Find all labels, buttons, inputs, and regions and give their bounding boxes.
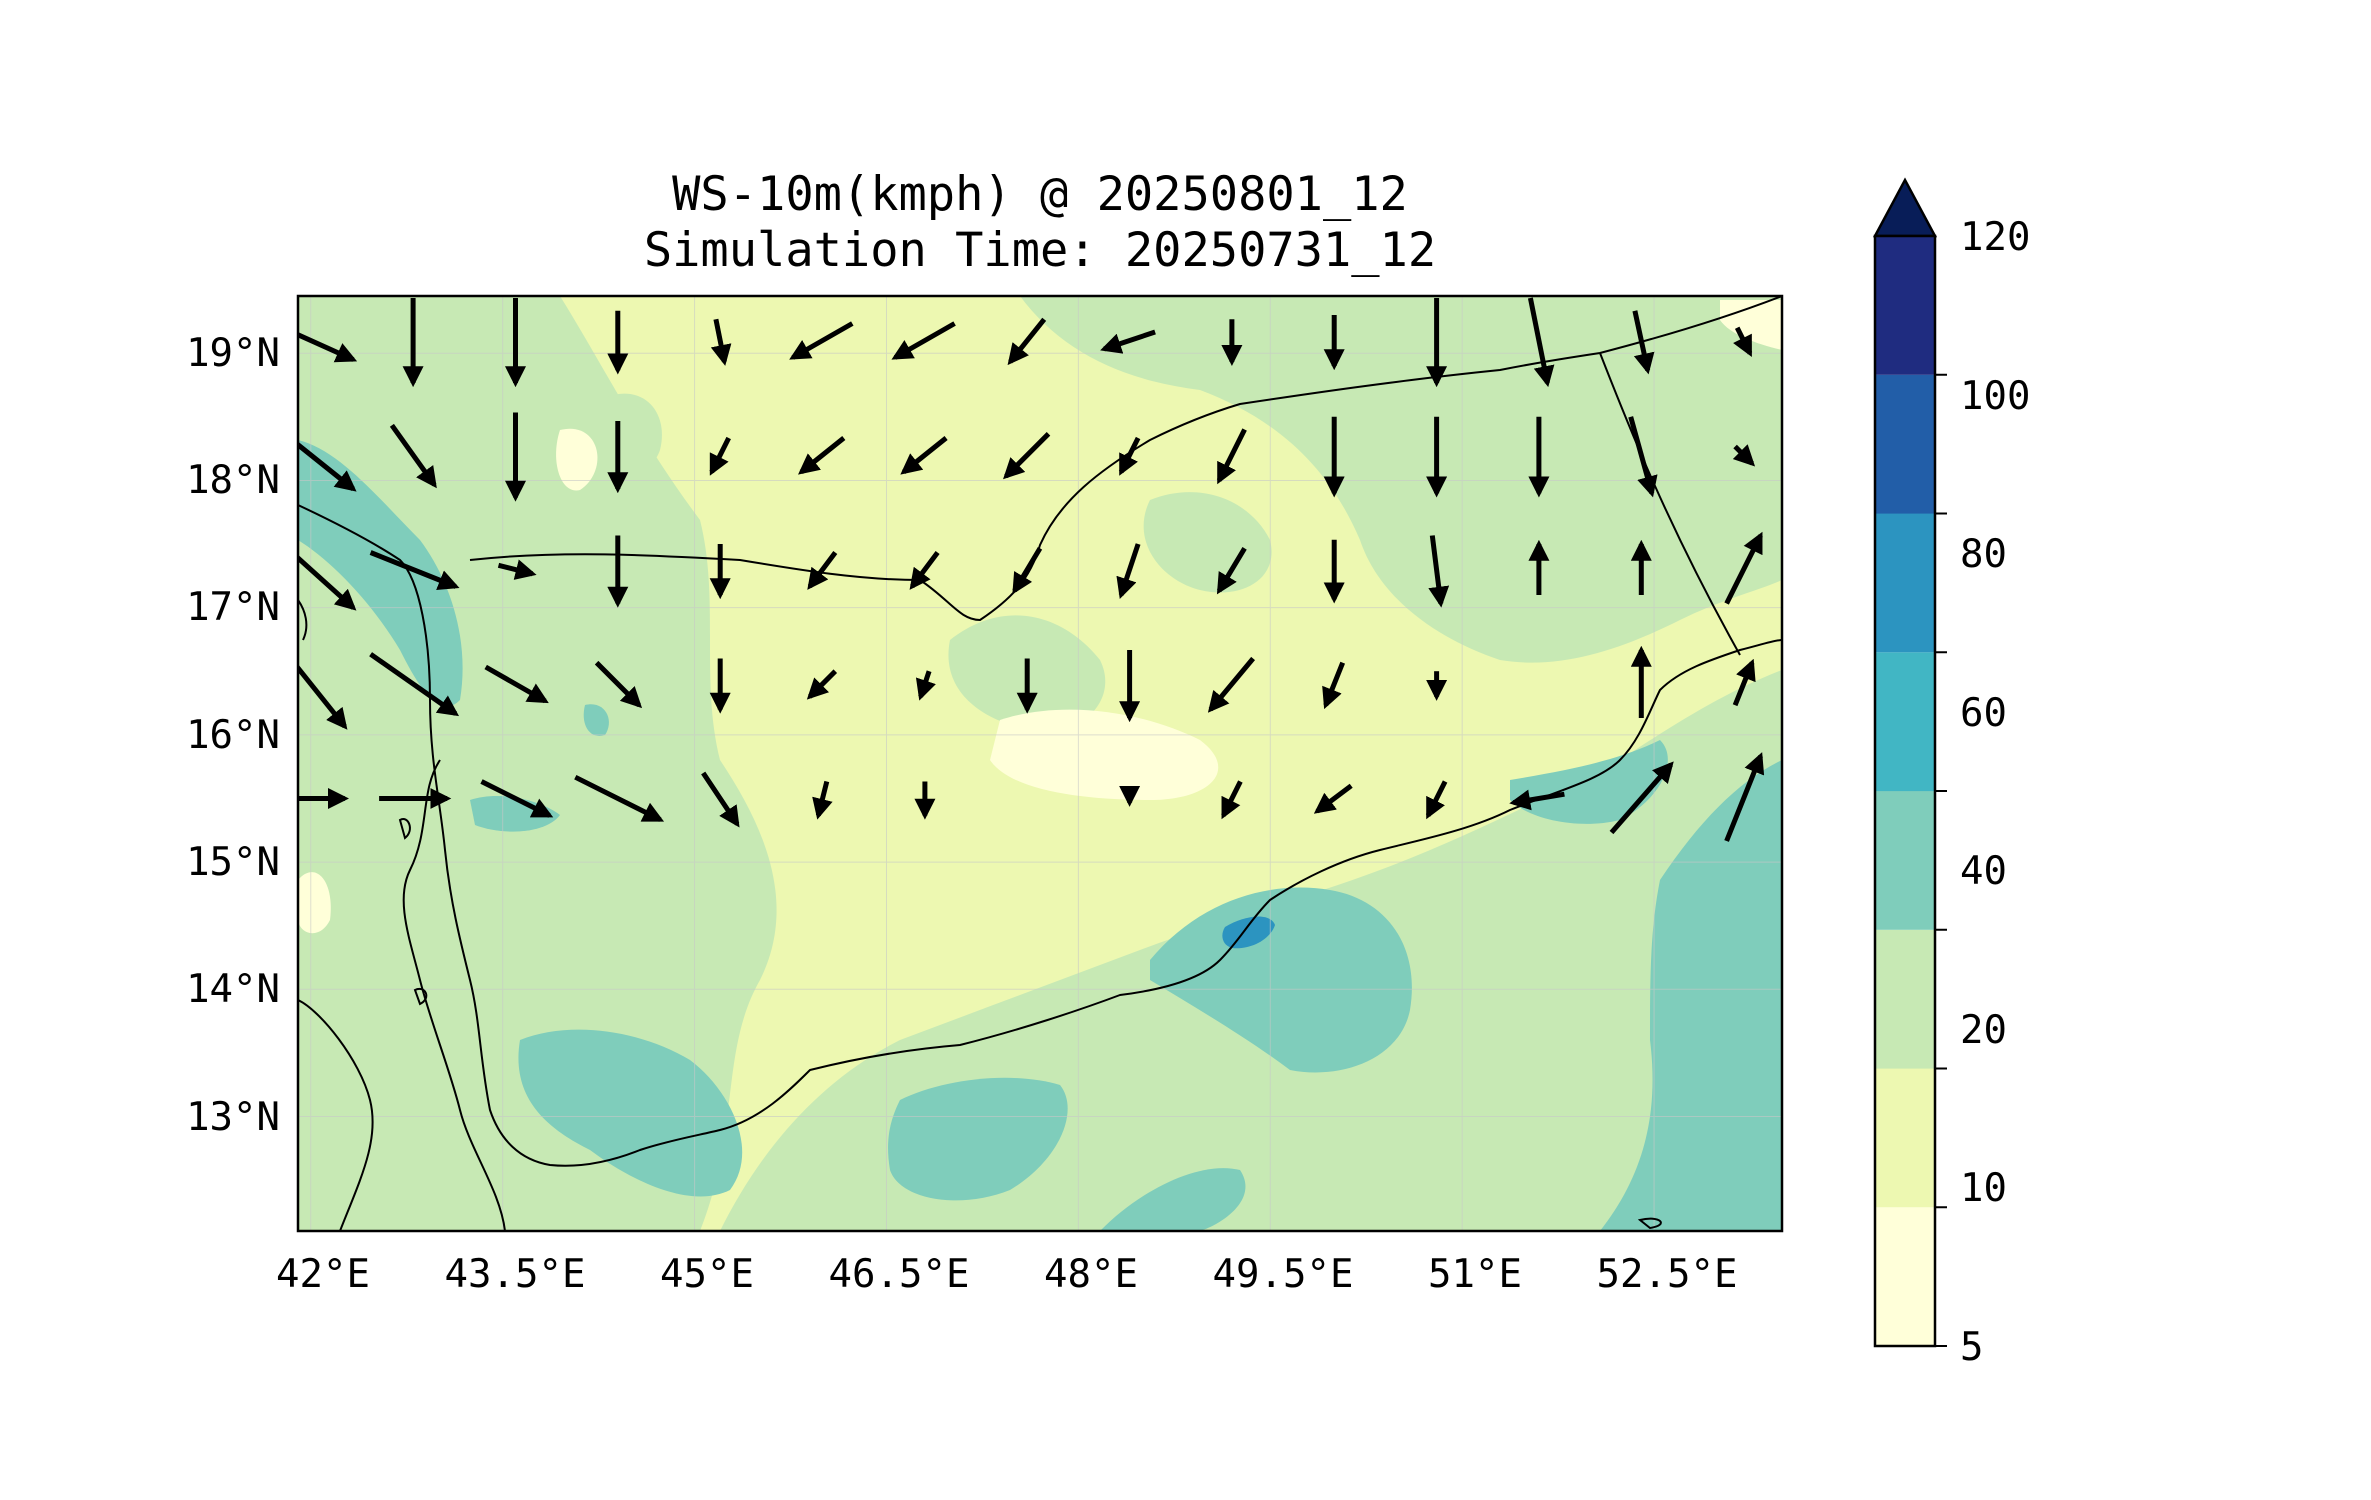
wind-arrow (1313, 783, 1353, 814)
lon-label-45e: 45°E (660, 1252, 754, 1297)
wind-arrow (789, 321, 854, 360)
lon-label-48e: 48°E (1044, 1252, 1138, 1297)
wind-arrow (1118, 436, 1141, 476)
map-title-line2: Simulation Time: 20250731_12 (644, 223, 1436, 278)
wind-speed-zone-5-10 (298, 300, 1782, 934)
colorbar-segment (1875, 652, 1935, 792)
colorbar-extend-triangle (1872, 177, 1938, 238)
map-panel (298, 296, 1782, 1231)
lon-label-43-5e: 43.5°E (445, 1252, 586, 1297)
wind-arrow (709, 436, 731, 476)
lon-label-49-5e: 49.5°E (1213, 1252, 1354, 1297)
wind-arrow (1428, 535, 1450, 608)
colorbar-segment (1875, 929, 1935, 1069)
lon-label-46-5e: 46.5°E (829, 1252, 970, 1297)
wind-arrow (1609, 761, 1674, 835)
wind-arrow (1221, 780, 1243, 820)
wind-speed-zone-40-60 (298, 440, 1782, 1231)
colorbar-label-20: 20 (1960, 1008, 2007, 1053)
longitude-labels: 42°E 43.5°E 45°E 46.5°E 48°E 49.5°E 51°E… (276, 1252, 1737, 1297)
wind-arrow (807, 551, 838, 590)
wind-arrow (1007, 317, 1047, 366)
colorbar-label-10: 10 (1960, 1166, 2007, 1211)
lat-label-13n: 13°N (186, 1095, 280, 1140)
lon-label-51e: 51°E (1428, 1252, 1522, 1297)
wind-arrow (1732, 444, 1756, 467)
wind-arrow (812, 780, 833, 820)
wind-arrow (1207, 656, 1256, 713)
lat-label-15n: 15°N (186, 840, 280, 885)
colorbar: 5 10 20 40 60 80 100 120 (1872, 177, 2030, 1370)
wind-arrow (1100, 329, 1156, 354)
colorbar-segment (1875, 513, 1935, 653)
wind-arrow (594, 660, 643, 709)
colorbar-segment (1875, 236, 1935, 375)
wind-arrow (369, 550, 460, 591)
lat-label-18n: 18°N (186, 458, 280, 503)
wind-arrow (369, 652, 460, 717)
wind-arrow (1216, 547, 1247, 595)
colorbar-label-100: 100 (1960, 374, 2030, 419)
wind-arrow (1732, 658, 1756, 707)
wind-arrow (1527, 297, 1555, 388)
colorbar-label-5: 5 (1960, 1325, 1983, 1370)
wind-arrow (574, 774, 665, 822)
wind-arrow (1628, 416, 1658, 498)
wind-arrow (900, 436, 948, 475)
colorbar-label-80: 80 (1960, 532, 2007, 577)
wind-arrow (806, 669, 838, 700)
wind-arrows (298, 297, 1765, 842)
wind-arrow (1632, 310, 1655, 375)
colorbar-label-40: 40 (1960, 849, 2007, 894)
colorbar-ticks (1935, 373, 1947, 1347)
wind-arrow (1012, 547, 1043, 595)
wind-arrow (480, 779, 554, 818)
colorbar-segment (1875, 791, 1935, 930)
colorbar-label-60: 60 (1960, 691, 2007, 736)
wind-arrow (798, 436, 846, 475)
wind-arrow (1724, 531, 1763, 605)
map-frame (296, 294, 1784, 1233)
colorbar-label-120: 120 (1960, 215, 2030, 260)
wind-arrow (909, 551, 940, 590)
wind-arrow (389, 423, 437, 489)
lat-label-17n: 17°N (186, 585, 280, 630)
lon-label-52-5e: 52.5°E (1597, 1252, 1738, 1297)
coastline-and-borders (298, 296, 1782, 1231)
wind-arrow (298, 663, 348, 730)
wind-arrow (1724, 752, 1765, 842)
wind-arrow (1322, 661, 1346, 710)
wind-arrow (484, 664, 549, 704)
wind-arrow (497, 559, 537, 580)
colorbar-labels: 5 10 20 40 60 80 100 120 (1960, 215, 2030, 1370)
wind-arrow (1509, 789, 1565, 811)
latitude-labels: 19°N 18°N 17°N 16°N 15°N 14°N 13°N (186, 331, 280, 1140)
lon-label-42e: 42°E (276, 1252, 370, 1297)
wind-arrow (891, 321, 956, 360)
wind-arrow (915, 670, 936, 701)
colorbar-segment (1875, 1068, 1935, 1208)
map-graticule (298, 296, 1782, 1231)
lat-label-16n: 16°N (186, 713, 280, 758)
lat-label-19n: 19°N (186, 331, 280, 376)
wind-arrow (710, 318, 732, 366)
wind-arrow (1733, 326, 1753, 358)
wind-arrow (298, 441, 357, 492)
wind-arrow (1216, 428, 1247, 485)
wind-arrow (298, 332, 358, 363)
wind-speed-zone-60-80 (1222, 916, 1275, 949)
lat-label-14n: 14°N (186, 967, 280, 1012)
colorbar-segment (1875, 1207, 1935, 1347)
wind-arrow (1116, 543, 1141, 599)
wind-arrow (701, 771, 740, 828)
wind-arrow (1003, 432, 1051, 480)
wind-arrow (1425, 780, 1448, 820)
colorbar-segment (1875, 374, 1935, 514)
map-title-line1: WS-10m(kmph) @ 20250801_12 (672, 167, 1408, 222)
colorbar-segments (1875, 236, 1935, 1347)
wind-arrow (298, 554, 357, 611)
